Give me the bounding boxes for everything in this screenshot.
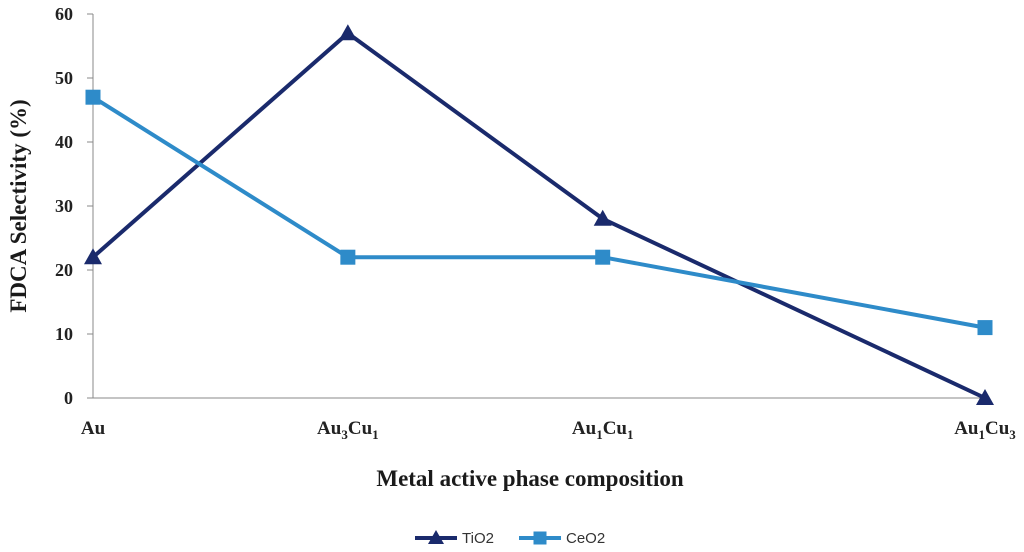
series-layer	[84, 24, 994, 405]
x-tick-label: Au	[81, 418, 106, 439]
x-ticks: Au Au3Cu1 Au1Cu1 Au1Cu3	[81, 418, 1016, 442]
y-tick-label: 40	[55, 132, 73, 152]
data-point-ceo2	[85, 89, 101, 105]
data-point-tio2	[84, 248, 102, 265]
data-point-ceo2	[340, 249, 356, 265]
series-line-ceo2	[91, 95, 986, 330]
y-tick-label: 0	[64, 388, 73, 408]
data-point-ceo2	[595, 249, 611, 265]
data-point-tio2	[338, 24, 357, 41]
axes	[92, 14, 985, 399]
y-tick-label: 30	[55, 196, 73, 216]
data-point-ceo2	[977, 320, 993, 336]
legend-marker-triangle	[428, 530, 444, 544]
legend-label: TiO2	[462, 530, 494, 547]
y-axis-title: FDCA Selectivity (%)	[6, 99, 31, 312]
legend: TiO2 CeO2	[415, 530, 605, 547]
y-tick-label: 20	[55, 260, 73, 280]
x-tick-label: Au3Cu1	[317, 418, 379, 442]
data-point-tio2	[593, 209, 612, 226]
data-point-tio2	[976, 389, 994, 405]
x-tick-label: Au1Cu3	[954, 418, 1016, 442]
legend-label: CeO2	[566, 530, 605, 547]
legend-marker-square	[533, 531, 547, 545]
x-tick-label: Au1Cu1	[572, 418, 634, 442]
x-axis-title: Metal active phase composition	[376, 466, 683, 491]
y-tick-label: 10	[55, 324, 73, 344]
y-tick-label: 60	[55, 4, 73, 24]
series-line-tio2	[91, 30, 986, 400]
y-tick-label: 50	[55, 68, 73, 88]
y-ticks: 0 10 20 30 40 50 60	[55, 4, 93, 408]
